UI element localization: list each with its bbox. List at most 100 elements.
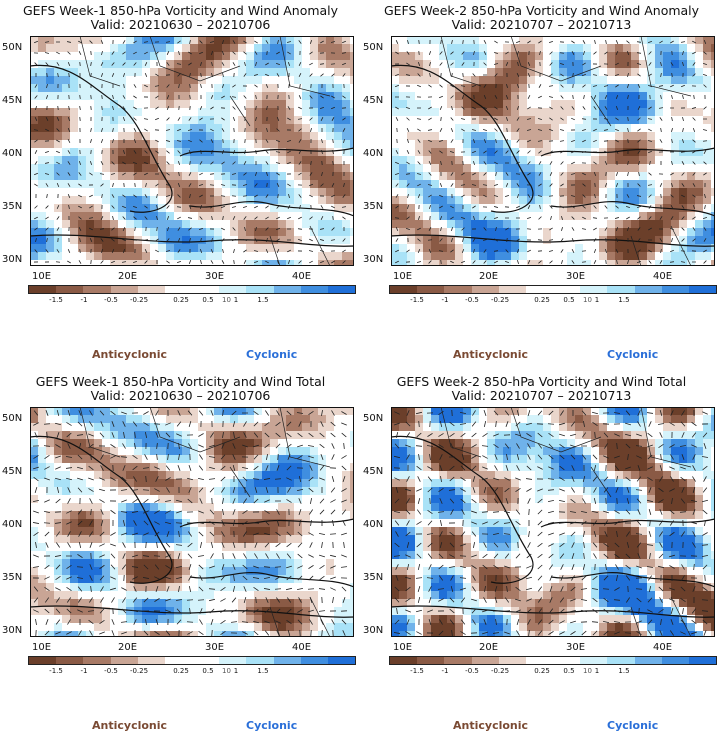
map-panel-2: GEFS Week-2 850-hPa Vorticity and Wind A… [361, 0, 722, 371]
colorbar-swatch [444, 657, 472, 664]
map-panel-1: GEFS Week-1 850-hPa Vorticity and Wind A… [0, 0, 361, 371]
lat-label: 30N [363, 254, 384, 265]
lon-label: 40E [292, 642, 312, 653]
colorbar-tick: 1.5 [618, 667, 630, 675]
lon-label: 20E [479, 271, 499, 282]
colorbar-swatch [688, 286, 717, 293]
colorbar-tick: -0.25 [129, 296, 149, 304]
colorbar-swatch [219, 286, 247, 293]
colorbar-tick: 1 [594, 667, 600, 675]
colorbar-unit: 10 [583, 667, 592, 675]
colorbar-swatch [688, 657, 717, 664]
colorbar-tick: 1 [594, 296, 600, 304]
lon-label: 40E [292, 271, 312, 282]
colorbar-swatch [634, 657, 662, 664]
colorbar-swatch [192, 657, 220, 664]
map-panel-3: GEFS Week-1 850-hPa Vorticity and Wind T… [0, 371, 361, 742]
colorbar-swatch [634, 286, 662, 293]
colorbar-swatch [56, 657, 84, 664]
colorbar-unit: 10 [583, 296, 592, 304]
lat-label: 50N [363, 42, 384, 53]
lat-label: 50N [2, 413, 23, 424]
colorbar-swatch [471, 657, 499, 664]
colorbar-tick: -1 [441, 296, 449, 304]
lat-label: 30N [2, 625, 23, 636]
colorbar-swatch [553, 657, 581, 664]
vorticity-map [391, 407, 715, 637]
anticyclonic-label: Anticyclonic [453, 719, 529, 732]
lat-label: 45N [363, 95, 384, 106]
colorbar-tick: 1 [233, 296, 239, 304]
map-panel-4: GEFS Week-2 850-hPa Vorticity and Wind T… [361, 371, 722, 742]
colorbar-tick: 0.25 [173, 667, 189, 675]
colorbar-tick: 1 [233, 667, 239, 675]
colorbar-tick: 0.25 [534, 296, 550, 304]
colorbar-tick: 1.5 [618, 296, 630, 304]
colorbar-swatch [661, 286, 689, 293]
colorbar-tick: -1 [80, 296, 88, 304]
panel-title: GEFS Week-2 850-hPa Vorticity and Wind T… [396, 374, 687, 389]
colorbar [28, 656, 356, 665]
cyclonic-label: Cyclonic [246, 719, 298, 732]
colorbar-swatch [390, 286, 418, 293]
lon-label: 20E [118, 642, 138, 653]
colorbar-tick: -0.25 [490, 296, 510, 304]
colorbar-swatch [29, 657, 57, 664]
colorbar [28, 285, 356, 294]
colorbar-unit: 10 [222, 667, 231, 675]
anticyclonic-label: Anticyclonic [92, 348, 168, 361]
colorbar-swatch [56, 286, 84, 293]
lon-label: 10E [32, 271, 52, 282]
lon-label: 20E [118, 271, 138, 282]
colorbar [389, 285, 717, 294]
colorbar-tick: -0.5 [465, 296, 479, 304]
colorbar-swatch [580, 657, 608, 664]
lat-label: 50N [363, 413, 384, 424]
colorbar-tick: -0.25 [129, 667, 149, 675]
lat-label: 45N [2, 95, 23, 106]
colorbar-swatch [164, 657, 193, 664]
colorbar-swatch [300, 657, 328, 664]
colorbar-swatch [498, 286, 526, 293]
lon-label: 30E [566, 642, 586, 653]
colorbar-swatch [417, 286, 445, 293]
vorticity-map [30, 36, 354, 266]
colorbar-unit: 10 [222, 296, 231, 304]
lat-label: 35N [2, 572, 23, 583]
colorbar-swatch [300, 286, 328, 293]
colorbar-tick: -0.5 [104, 296, 118, 304]
colorbar-swatch [219, 657, 247, 664]
panel-valid-dates: Valid: 20210630 – 20210706 [90, 17, 271, 32]
panel-title: GEFS Week-1 850-hPa Vorticity and Wind A… [22, 3, 339, 18]
colorbar-swatch [327, 657, 356, 664]
cyclonic-label: Cyclonic [607, 719, 659, 732]
colorbar-tick: -0.25 [490, 667, 510, 675]
lon-label: 20E [479, 642, 499, 653]
colorbar-tick: 0.5 [563, 667, 575, 675]
colorbar-swatch [246, 657, 274, 664]
colorbar-tick: -1 [80, 667, 88, 675]
colorbar-swatch [273, 286, 301, 293]
colorbar-tick: 0.25 [534, 667, 550, 675]
lon-label: 30E [205, 642, 225, 653]
lon-label: 10E [32, 642, 52, 653]
panel-title: GEFS Week-1 850-hPa Vorticity and Wind T… [35, 374, 326, 389]
colorbar-tick: -1.5 [410, 667, 424, 675]
colorbar-swatch [110, 657, 138, 664]
vorticity-map [391, 36, 715, 266]
lon-label: 10E [393, 271, 413, 282]
colorbar-tick: -0.5 [465, 667, 479, 675]
colorbar-swatch [417, 657, 445, 664]
colorbar-tick: 0.25 [173, 296, 189, 304]
colorbar-swatch [525, 286, 554, 293]
colorbar-swatch [164, 286, 193, 293]
colorbar-tick: -1.5 [49, 667, 63, 675]
colorbar-swatch [83, 657, 111, 664]
colorbar-tick: 1.5 [257, 296, 269, 304]
lon-label: 30E [205, 271, 225, 282]
cyclonic-label: Cyclonic [607, 348, 659, 361]
colorbar-tick: 0.5 [202, 296, 214, 304]
colorbar-tick: -1.5 [49, 296, 63, 304]
lat-label: 45N [363, 466, 384, 477]
lon-label: 40E [653, 271, 673, 282]
